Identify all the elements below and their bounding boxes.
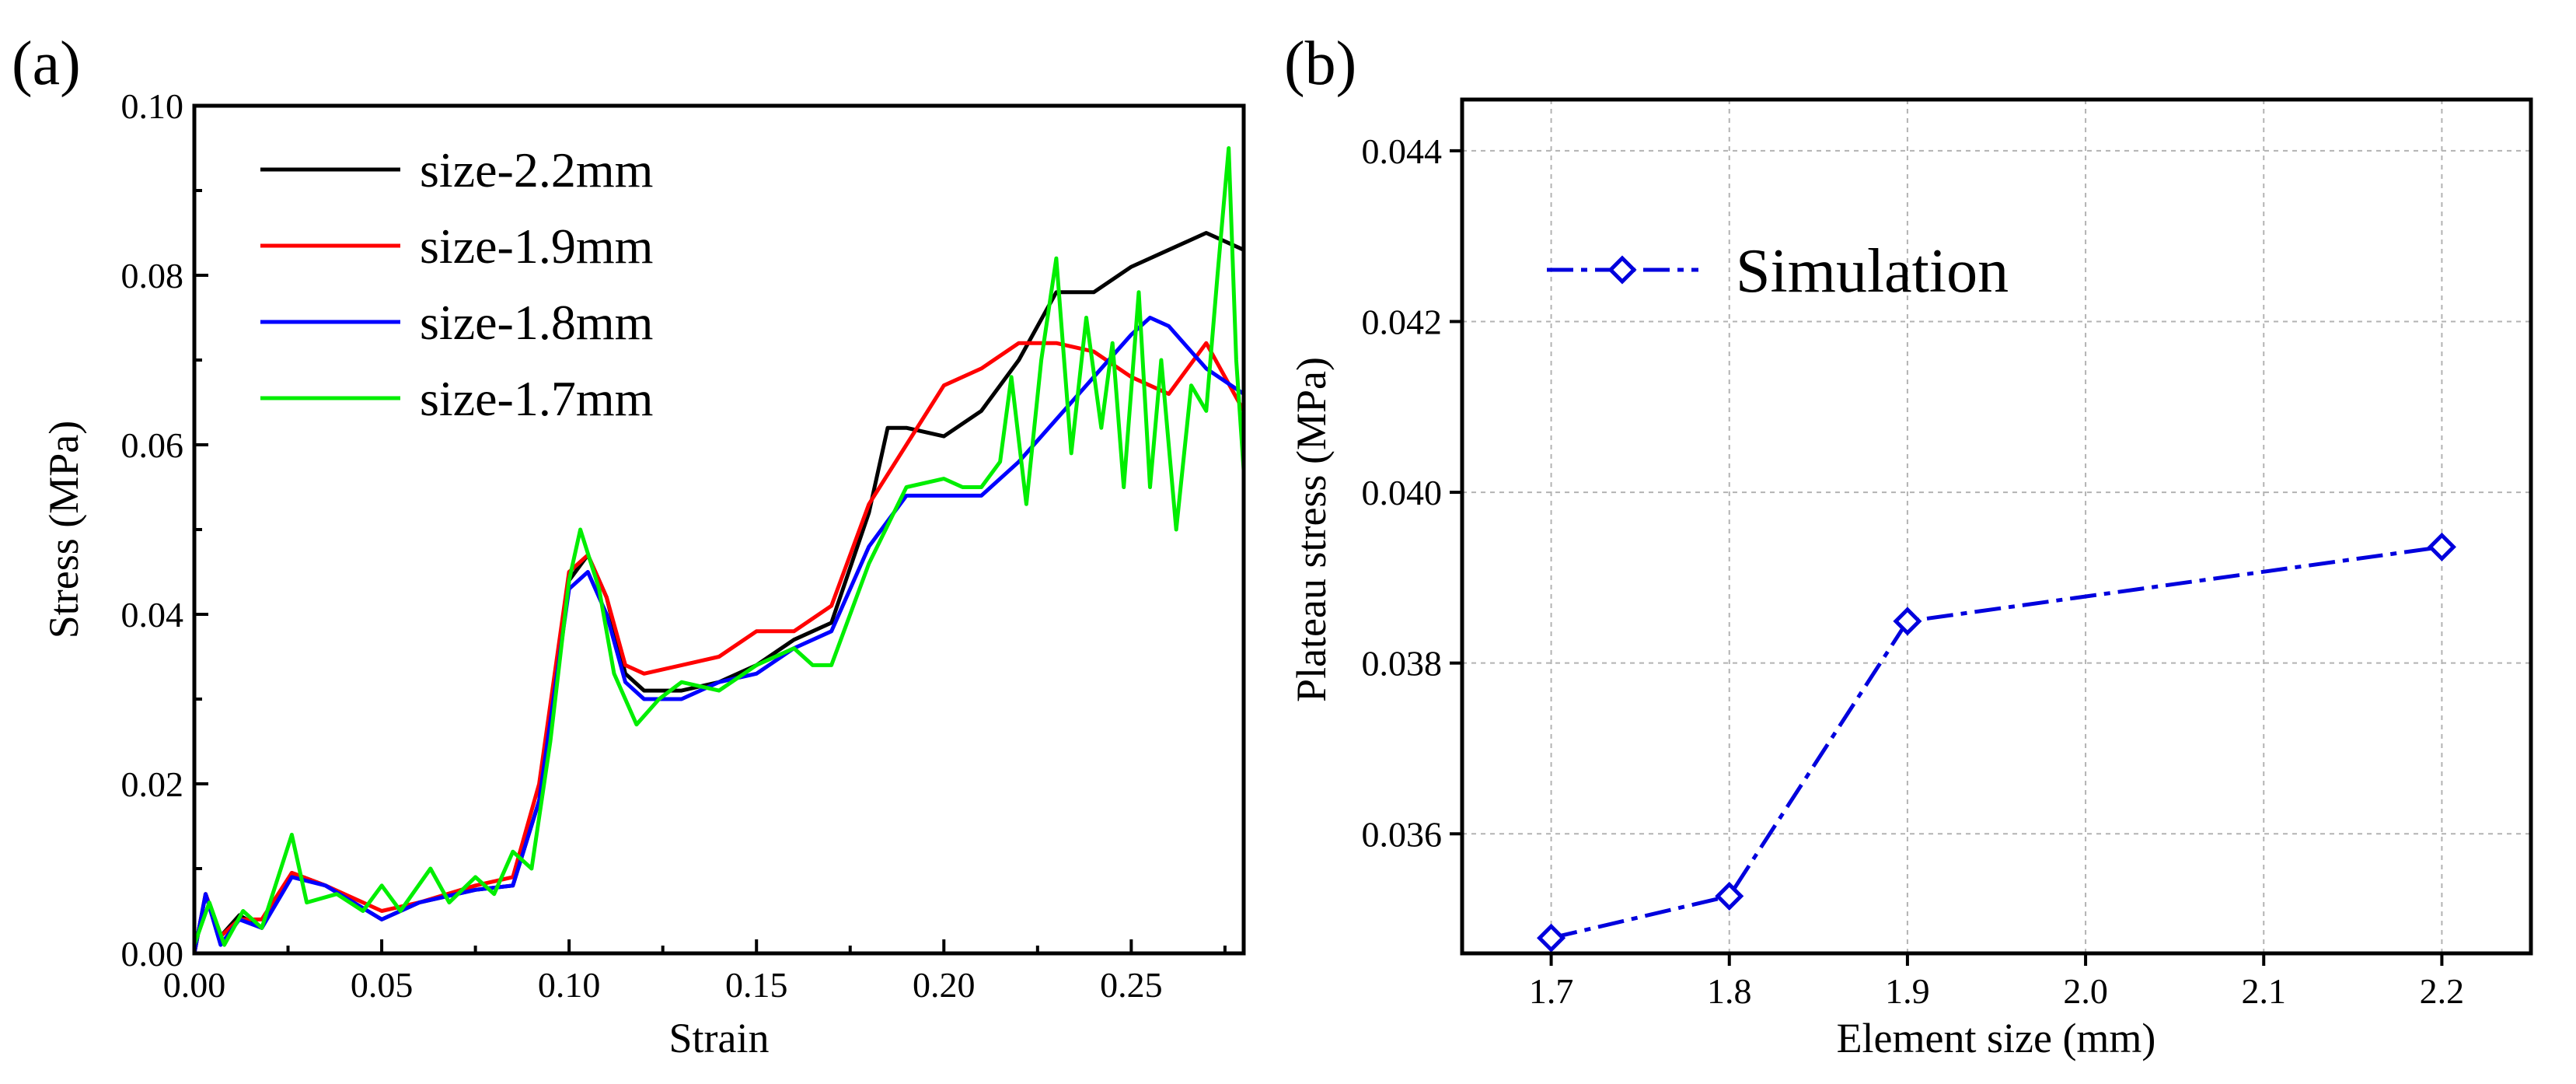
panel-b-x-tick-label: 1.8 — [1707, 971, 1752, 1011]
panel-b-series — [1537, 532, 2456, 953]
panel-a-legend: size-2.2mm size-1.9mm size-1.8mm size-1.7mm — [260, 142, 653, 426]
panel-b-x-tick-label: 1.7 — [1529, 971, 1574, 1011]
panel-a-series — [192, 146, 1246, 954]
panel-b-y-tick-label: 0.038 — [1362, 644, 1443, 684]
data-point-simulation-0 — [1537, 923, 1566, 953]
panel-b-y-tick-label: 0.042 — [1362, 302, 1443, 341]
panel-a-y-tick-label: 0.00 — [121, 934, 184, 974]
panel-b-y-tick-label: 0.044 — [1362, 131, 1443, 171]
series-line-size-1-9mm — [192, 341, 1246, 954]
panel-b-ticks: 1.7 1.8 1.9 2.0 2.1 2.2 0.036 0.038 0.040 0.042 0.… — [1362, 131, 2465, 1011]
data-point-simulation-3 — [2427, 532, 2456, 561]
legend-label-size-1-8mm: size-1.8mm — [420, 295, 653, 350]
panel-a-ticks: 0.00 0.05 0.10 0.15 0.20 0.25 0.00 0.02 0.04 0.06… — [121, 86, 1227, 1005]
panel-b: (b) 1.7 1.8 1.9 2.0 2.1 2.2 0.036 0.038 0.040 0.0… — [1284, 30, 2533, 1061]
panel-a-x-tick-label: 0.10 — [538, 965, 601, 1005]
panel-b-grid — [1462, 100, 2531, 953]
panel-b-y-axis-label: Plateau stress (MPa) — [1288, 357, 1335, 702]
panel-b-x-tick-label: 2.1 — [2242, 971, 2287, 1011]
legend-label-size-1-7mm: size-1.7mm — [420, 371, 653, 426]
panel-b-legend: Simulation — [1547, 237, 2009, 306]
panel-a-frame — [192, 103, 1246, 956]
panel-a-y-tick-label: 0.04 — [121, 595, 184, 635]
series-line-simulation — [1551, 544, 2442, 940]
panel-a-x-axis-label: Strain — [669, 1015, 770, 1061]
panel-b-x-tick-label: 1.9 — [1885, 971, 1930, 1011]
panel-a-x-tick-label: 0.15 — [725, 965, 788, 1005]
panel-b-frame — [1460, 97, 2533, 956]
series-line-size-2-2mm — [192, 231, 1245, 954]
legend-marker-simulation — [1607, 255, 1637, 285]
panel-a: (a) 0.00 0.05 0.10 0.15 0.20 0.25 0.00 0.02 0.04… — [12, 30, 1246, 1061]
panel-a-y-tick-label: 0.06 — [121, 425, 184, 465]
panel-b-x-axis-label: Element size (mm) — [1837, 1015, 2156, 1061]
panel-a-label: (a) — [12, 30, 81, 98]
panel-b-x-tick-label: 2.0 — [2063, 971, 2108, 1011]
legend-label-size-1-9mm: size-1.9mm — [420, 219, 653, 274]
panel-b-label: (b) — [1284, 30, 1356, 98]
panel-a-x-tick-label: 0.20 — [913, 965, 976, 1005]
panel-a-y-tick-label: 0.10 — [121, 86, 184, 126]
panel-a-x-tick-label: 0.00 — [163, 965, 226, 1005]
panel-a-x-tick-label: 0.05 — [351, 965, 414, 1005]
panel-a-y-axis-label: Stress (MPa) — [40, 421, 87, 639]
panel-b-x-tick-label: 2.2 — [2420, 971, 2465, 1011]
legend-label-simulation: Simulation — [1736, 237, 2009, 306]
data-point-simulation-2 — [1893, 607, 1922, 636]
panel-a-y-tick-label: 0.02 — [121, 764, 184, 804]
legend-label-size-2-2mm: size-2.2mm — [420, 142, 653, 198]
series-line-size-1-7mm — [192, 146, 1246, 947]
panel-b-y-tick-label: 0.036 — [1362, 814, 1443, 854]
panel-a-x-tick-label: 0.25 — [1100, 965, 1163, 1005]
panel-a-y-tick-label: 0.08 — [121, 256, 184, 295]
data-point-simulation-1 — [1715, 881, 1744, 911]
panel-b-y-tick-label: 0.040 — [1362, 473, 1443, 512]
series-line-size-1-8mm — [192, 316, 1245, 954]
